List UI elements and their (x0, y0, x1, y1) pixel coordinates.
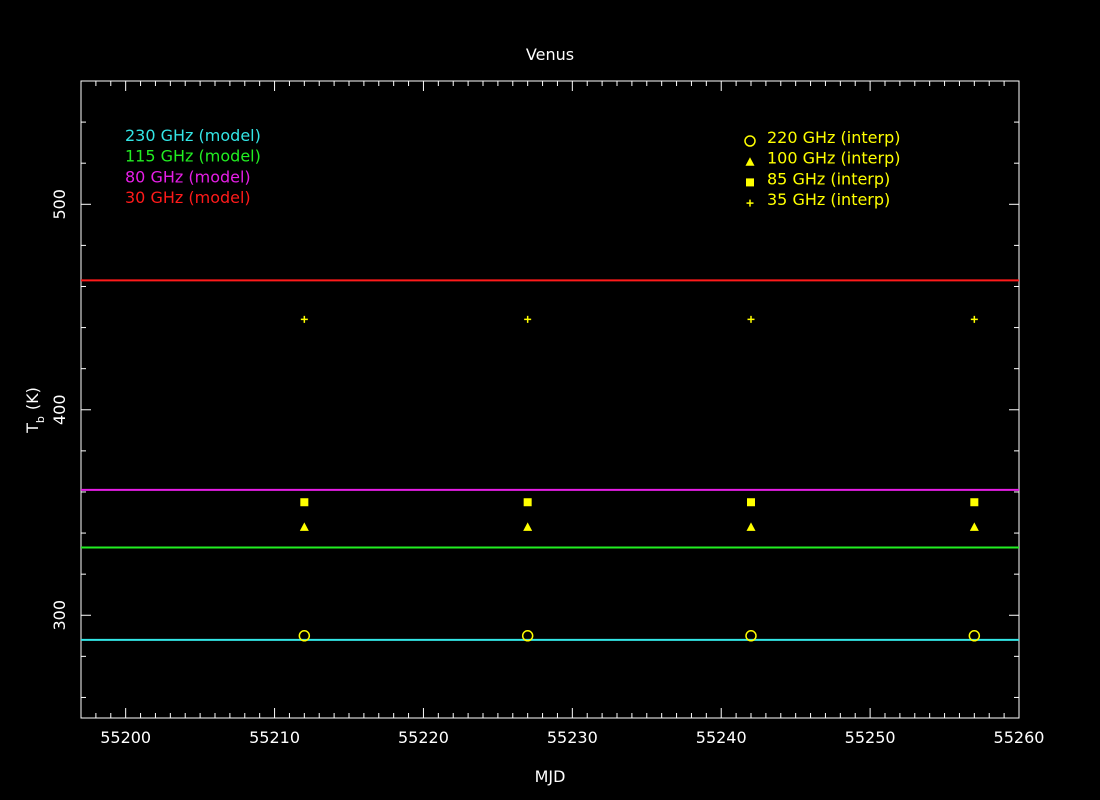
data-point-circle (968, 630, 981, 642)
data-point-circle (744, 135, 756, 147)
data-point-square (970, 498, 979, 507)
plot-frame (80, 80, 1020, 719)
data-point-square (747, 498, 755, 507)
data-point-square (300, 498, 309, 507)
x-tick-label: 55210 (249, 728, 300, 747)
data-point-square (746, 178, 754, 187)
data-point-plus (747, 315, 755, 323)
legend-model-label: 115 GHz (model) (125, 147, 261, 166)
axis-ticks: 55200 55210 55220 55230 55240 55250 55260 300 40… (50, 80, 1045, 747)
y-axis-label: Tb (K) (23, 387, 47, 434)
data-point-plus (300, 315, 308, 323)
legend-model-label: 30 GHz (model) (125, 188, 251, 207)
legend-series-label: 100 GHz (interp) (767, 149, 900, 168)
x-tick-label: 55230 (547, 728, 598, 747)
x-tick-label: 55220 (398, 728, 449, 747)
data-point-plus (524, 315, 532, 323)
legend-series-label: 85 GHz (interp) (767, 169, 890, 188)
y-tick-label: 500 (50, 189, 69, 220)
legend-model-label: 230 GHz (model) (125, 126, 261, 145)
data-point-circle (521, 630, 534, 642)
data-point-triangle (745, 157, 755, 166)
y-tick-label: 300 (50, 600, 69, 631)
x-axis-label: MJD (535, 767, 566, 786)
data-point-plus (970, 315, 978, 323)
model-lines (81, 279, 1019, 641)
x-tick-label: 55240 (696, 728, 747, 747)
data-point-plus (746, 199, 754, 207)
x-tick-label: 55250 (845, 728, 896, 747)
data-point-triangle (746, 522, 756, 531)
chart-title: Venus (526, 45, 574, 64)
data-point-circle (298, 630, 311, 642)
x-tick-label: 55260 (994, 728, 1045, 747)
data-point-triangle (299, 522, 309, 531)
y-axis-label-unit: (K) (23, 387, 42, 410)
data-points (298, 315, 981, 642)
x-tick-label: 55200 (100, 728, 151, 747)
data-point-triangle (523, 522, 533, 531)
svg-text:Tb(K): Tb (K) (23, 387, 47, 434)
data-point-triangle (969, 522, 979, 531)
y-tick-label: 400 (50, 395, 69, 426)
data-point-square (523, 498, 532, 507)
y-axis-label-main: T (23, 423, 42, 434)
data-point-circle (745, 630, 757, 642)
legend: 230 GHz (model) 115 GHz (model)80 GHz (mo… (125, 126, 900, 209)
legend-series-label: 35 GHz (interp) (767, 190, 890, 209)
legend-model-label: 80 GHz (model) (125, 167, 251, 186)
y-axis-label-sub: b (34, 416, 47, 423)
legend-series-label: 220 GHz (interp) (767, 128, 900, 147)
